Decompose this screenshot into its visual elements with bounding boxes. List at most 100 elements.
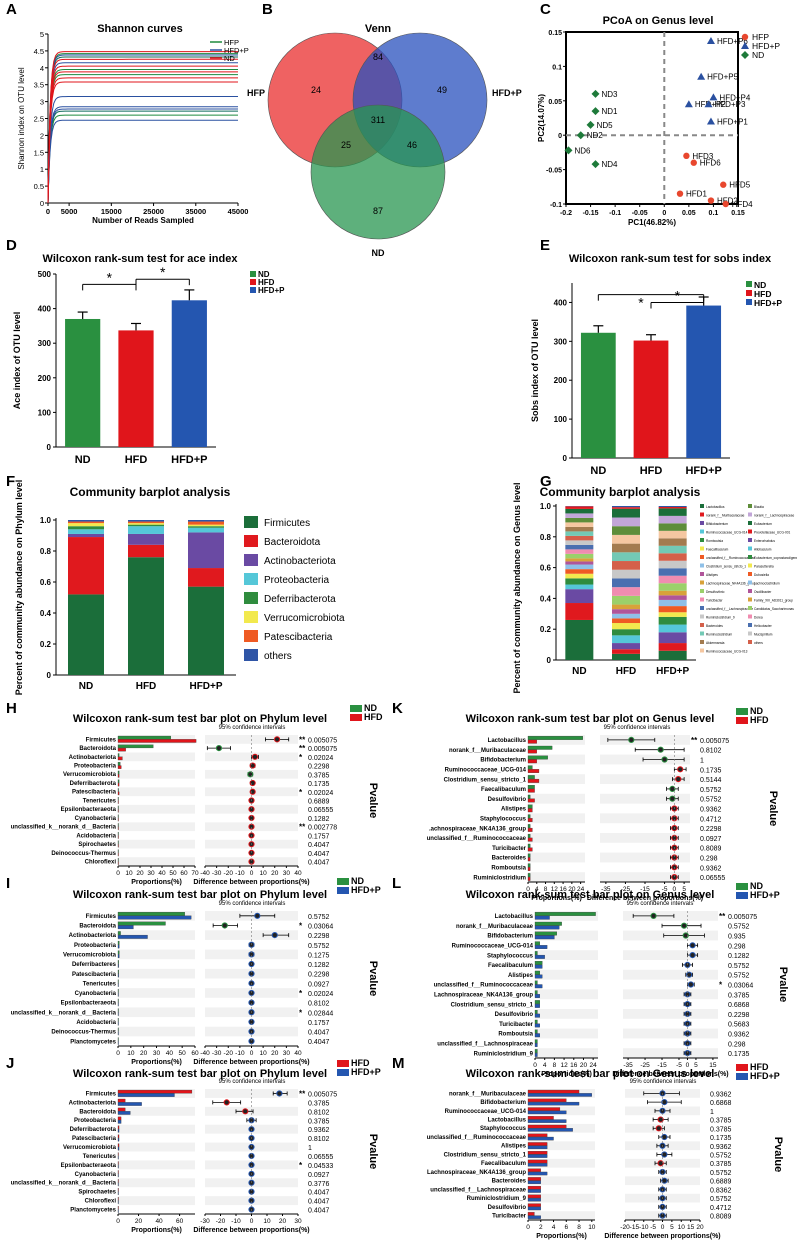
- proportion-bar: [527, 837, 533, 842]
- proportion-bar: [534, 921, 562, 926]
- legend-label: Ruminococcaceae_UCG-014: [706, 531, 748, 535]
- proportion-bar: [527, 1180, 541, 1184]
- row-band: [528, 1141, 595, 1151]
- taxon-label: Actinobacteriota: [69, 1100, 117, 1106]
- legend-swatch: [736, 883, 748, 890]
- stack-segment: [612, 526, 640, 535]
- taxon-label: Faecalibaculum: [481, 787, 526, 793]
- legend-swatch: [700, 521, 704, 525]
- proportion-bar: [534, 970, 540, 975]
- x-tick-label: 20: [136, 870, 144, 877]
- legend-swatch: [748, 538, 752, 542]
- venn-set-label: HFD+P: [492, 88, 522, 98]
- row-band: [623, 950, 718, 960]
- proportion-bar: [534, 974, 543, 979]
- x-tick-label: -0.15: [583, 210, 599, 217]
- legend-swatch: [736, 1073, 748, 1080]
- proportion-bar: [117, 1143, 120, 1148]
- x-tick-label: 40: [294, 1050, 302, 1057]
- proportion-bar: [527, 827, 533, 832]
- x-tick-label: 10: [127, 1050, 135, 1057]
- venn-count-hfdp-nd: 46: [407, 140, 417, 150]
- x-tick-label: HFD: [125, 454, 148, 466]
- legend-label: HFD+P: [351, 885, 381, 895]
- plot-frame: [565, 31, 739, 205]
- legend-swatch: [700, 614, 704, 619]
- diff-point: [669, 795, 676, 802]
- x-tick-label: 30: [294, 1218, 302, 1225]
- legend-label: HFD+P: [754, 298, 782, 308]
- x-tick-label: 60: [180, 870, 188, 877]
- legend-label: ND: [754, 280, 766, 290]
- legend-label: HFD+P: [258, 286, 285, 295]
- x-tick-label: -15: [630, 1224, 640, 1231]
- stack-segment: [658, 650, 687, 660]
- pcoa-point: [576, 131, 585, 140]
- row-band: [623, 989, 718, 1000]
- legend-label: HFD: [364, 712, 383, 722]
- taxon-label: Desulfovibrio: [488, 1205, 527, 1211]
- x-tick-label: 12: [560, 1062, 568, 1069]
- p-value: 0.9362: [700, 865, 722, 872]
- legend-label: Family_XIII_AD3011_group: [754, 599, 793, 603]
- legend-label: Deferribacterota: [264, 594, 336, 605]
- proportion-bar: [117, 1111, 131, 1115]
- point-label: ND5: [597, 121, 614, 130]
- rarefaction-curve: [47, 53, 238, 204]
- proportion-bar: [527, 1194, 541, 1199]
- point-label: HFD1: [686, 190, 707, 199]
- x-tick-label: 40: [158, 870, 166, 877]
- proportion-bar: [117, 1182, 119, 1187]
- diff-point: [271, 932, 278, 939]
- x-tick-label: HFD+P: [171, 454, 207, 466]
- row-band: [118, 1007, 195, 1018]
- panel-letter-a: A: [6, 1, 17, 18]
- x-tick-label: ND: [79, 681, 93, 692]
- p-value: 0.5752: [710, 1170, 732, 1177]
- legend-swatch: [250, 271, 256, 277]
- x-tick-label: HFD+P: [685, 465, 721, 477]
- diff-point: [686, 971, 693, 978]
- stack-segment: [658, 612, 687, 617]
- p-value: 0.8102: [308, 1109, 330, 1116]
- taxon-label: Bifidobacterium: [487, 934, 533, 940]
- x-tick-label: 50: [179, 1050, 187, 1057]
- row-band: [623, 1009, 718, 1019]
- proportion-bar: [527, 778, 540, 783]
- row-band: [535, 950, 598, 960]
- proportion-bar: [117, 1018, 119, 1022]
- legend-label: Eubacterium_coprostanoligenes_group: [754, 556, 797, 560]
- taxon-label: Deinococcus-Thermus: [51, 1030, 116, 1036]
- proportion-bar: [117, 1179, 119, 1183]
- panel-letter-b: B: [262, 1, 273, 18]
- p-value: 0.5752: [728, 924, 750, 931]
- p-value: 0.4047: [308, 1030, 330, 1037]
- chart-title: Community barplot analysis: [70, 485, 231, 499]
- p-value: 1: [700, 758, 704, 765]
- taxon-label: norank_f__Muribaculaceae: [449, 748, 527, 754]
- row-band: [118, 1196, 195, 1206]
- x-tick-label: 15: [687, 1224, 695, 1231]
- stack-segment: [658, 583, 687, 591]
- x-axis-label: Proportions(%): [131, 879, 182, 886]
- taxon-label: Chloroflexi: [85, 1199, 117, 1205]
- taxon-label: unclassified_k__norank_d__Bacteria: [11, 1010, 117, 1016]
- taxon-label: unclassified_k__norank_d__Bacteria: [11, 1181, 117, 1187]
- p-value: 0.9362: [308, 1127, 330, 1134]
- legend-label: Akkermansia: [706, 641, 725, 645]
- taxon-label: Cyanobacteria: [75, 816, 117, 822]
- p-value: 0.3785: [308, 1118, 330, 1125]
- p-value: 0.4712: [710, 1205, 732, 1212]
- x-tick-label: 0: [250, 1050, 254, 1057]
- taxon-label: Verrucomicrobiota: [63, 772, 117, 778]
- taxon-label: Planctomycetes: [70, 1039, 116, 1045]
- taxon-label: Ruminococcaceae_UCG-014: [445, 1109, 527, 1115]
- legend-swatch: [748, 589, 752, 593]
- proportion-bar: [117, 934, 148, 939]
- ci-title: 95% confidence intervals: [630, 1079, 697, 1085]
- p-value: 0.5752: [728, 973, 750, 980]
- proportion-bar: [117, 797, 119, 801]
- proportion-bar: [534, 980, 538, 985]
- proportion-bar: [117, 852, 119, 857]
